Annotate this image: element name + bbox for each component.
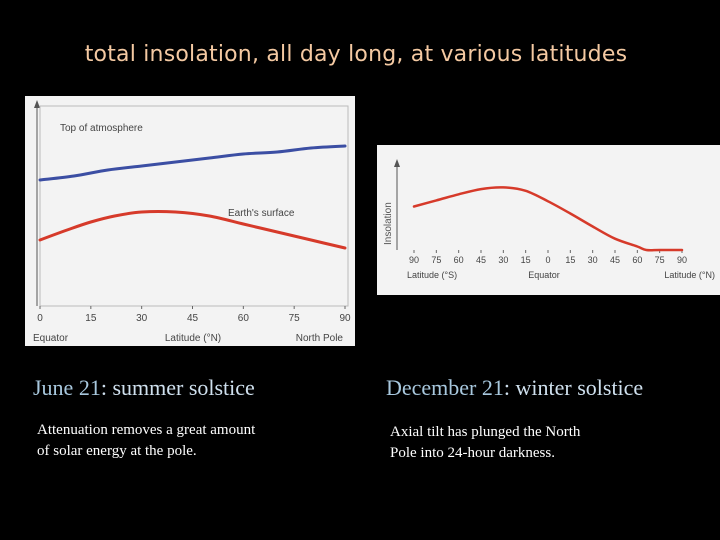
- series-line: [38, 209, 347, 250]
- x-tick-label: 90: [677, 255, 687, 265]
- x-tick-label: 15: [521, 255, 531, 265]
- series-line: [412, 186, 684, 252]
- x-tick-label: 15: [565, 255, 575, 265]
- x-tick-label: 30: [136, 313, 148, 324]
- y-axis-arrowhead: [394, 159, 400, 167]
- june-caption-line: Attenuation removes a great amount: [37, 422, 256, 438]
- december-caption-title: December 21: winter solstice: [386, 375, 643, 401]
- x-tick-label: 0: [545, 255, 550, 265]
- x-axis-label: Latitude (°N): [165, 333, 221, 344]
- june-caption-title: June 21: summer solstice: [33, 375, 255, 401]
- x-tick-label: 60: [454, 255, 464, 265]
- x-tick-label: 75: [431, 255, 441, 265]
- x-tick-label: 15: [85, 313, 97, 324]
- december-caption-line: Pole into 24-hour darkness.: [390, 445, 555, 461]
- x-tick-label: 30: [498, 255, 508, 265]
- x-axis-left-label: Equator: [33, 333, 69, 344]
- y-axis-arrowhead: [34, 100, 40, 108]
- slide-title: total insolation, all day long, at vario…: [84, 42, 628, 67]
- june-caption-line: of solar energy at the pole.: [37, 443, 197, 459]
- june-date: June 21: [33, 375, 101, 400]
- x-tick-label: 0: [37, 313, 43, 324]
- x-axis-right-label: Latitude (°N): [664, 270, 715, 280]
- x-tick-label: 75: [655, 255, 665, 265]
- x-tick-label: 30: [588, 255, 598, 265]
- x-tick-label: 75: [289, 313, 301, 324]
- x-tick-label: 45: [476, 255, 486, 265]
- x-axis-left-label: Latitude (°S): [407, 270, 457, 280]
- x-axis-right-label: North Pole: [296, 333, 344, 344]
- plot-frame: [39, 105, 349, 307]
- june-caption-rest: : summer solstice: [100, 375, 255, 400]
- x-axis-center-label: Equator: [528, 270, 560, 280]
- y-axis-label: Insolation: [383, 202, 394, 245]
- series-label: Top of atmosphere: [60, 123, 143, 134]
- december-caption-line: Axial tilt has plunged the North: [390, 424, 581, 440]
- december-chart-panel: Insolation 90 75 60 45 30 15 0 15 30 45 60 75 90 Lat…: [377, 145, 720, 295]
- december-caption-body: Axial tilt has plunged the North Pole in…: [390, 422, 580, 464]
- x-tick-label: 45: [610, 255, 620, 265]
- december-insolation-chart: Insolation 90 75 60 45 30 15 0 15 30 45 60 75 90 Lat…: [383, 159, 715, 280]
- x-tick-label: 60: [632, 255, 642, 265]
- x-tick-label: 60: [238, 313, 250, 324]
- series-label: Earth's surface: [228, 208, 295, 219]
- december-date: December 21: [386, 375, 504, 400]
- series-line: [38, 144, 347, 182]
- x-tick-label: 90: [409, 255, 419, 265]
- x-tick-label: 90: [339, 313, 351, 324]
- x-tick-label: 45: [187, 313, 199, 324]
- december-caption-rest: : winter solstice: [503, 375, 644, 400]
- june-caption-body: Attenuation removes a great amount of so…: [37, 420, 255, 462]
